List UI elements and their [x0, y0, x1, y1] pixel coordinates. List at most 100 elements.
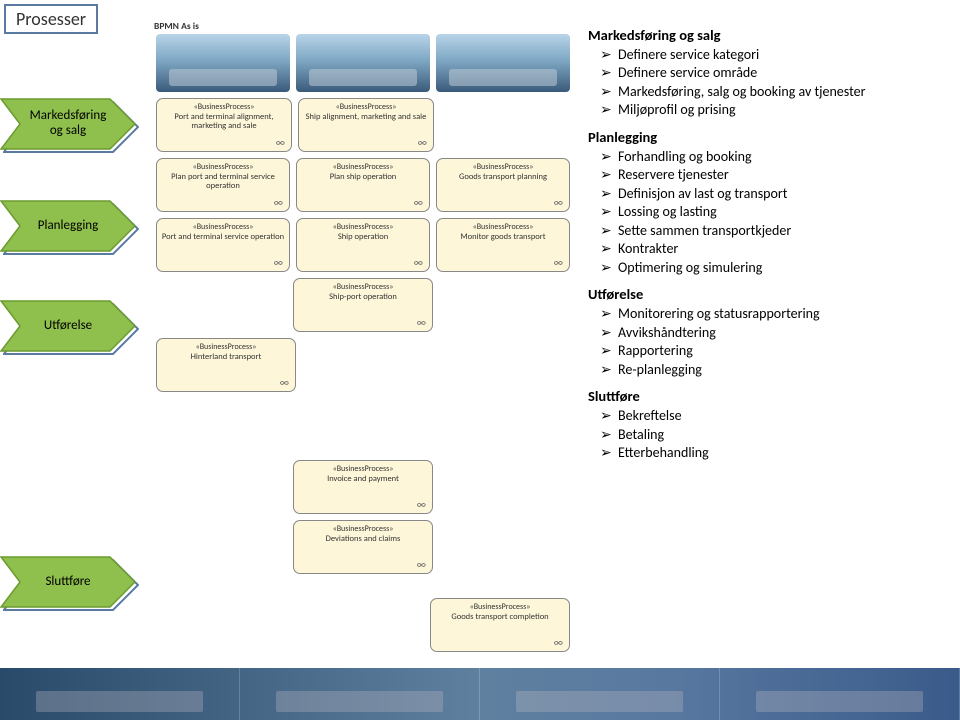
process-name: Ship-port operation [296, 293, 430, 302]
thumbnail-ship [296, 34, 430, 92]
stage-arrow: Markedsføringog salg [0, 98, 136, 152]
process-single-row: «BusinessProcess» Ship-port operation ∞ [150, 278, 576, 332]
bullet-list: Monitorering og statusrapporteringAvviks… [588, 305, 943, 379]
process-box: «BusinessProcess» Invoice and payment ∞ [293, 460, 433, 514]
infinity-icon: ∞ [417, 558, 426, 571]
infinity-icon: ∞ [554, 256, 563, 269]
infinity-icon: ∞ [417, 316, 426, 329]
infinity-icon: ∞ [276, 136, 285, 149]
process-box: «BusinessProcess» Plan port and terminal… [156, 158, 290, 212]
arrow-body: Utførelse [0, 300, 136, 352]
process-name: Plan ship operation [299, 173, 427, 182]
footer-image-strip [0, 668, 960, 720]
stage-arrow: Sluttføre [0, 556, 136, 610]
process-box: «BusinessProcess» Hinterland transport ∞ [156, 338, 296, 392]
section-title: Sluttføre [588, 387, 943, 405]
process-row: «BusinessProcess» Port and terminal alig… [150, 98, 576, 152]
bullet-item: Sette sammen transportkjeder [588, 222, 943, 240]
process-box: «BusinessProcess» Monitor goods transpor… [436, 218, 570, 272]
bullet-item: Bekreftelse [588, 407, 943, 425]
bullet-item: Avvikshåndtering [588, 324, 943, 342]
arrow-body: Sluttføre [0, 556, 136, 608]
arrow-body: Planlegging [0, 200, 136, 252]
stereotype-label: «BusinessProcess» [159, 222, 287, 232]
bullet-item: Kontrakter [588, 240, 943, 258]
process-box: «BusinessProcess» Ship alignment, market… [298, 98, 434, 152]
process-box: «BusinessProcess» Plan ship operation ∞ [296, 158, 430, 212]
stereotype-label: «BusinessProcess» [301, 102, 431, 112]
process-name: Port and terminal alignment, marketing a… [159, 113, 289, 131]
arrow-label: Planlegging [38, 219, 99, 234]
stereotype-label: «BusinessProcess» [299, 162, 427, 172]
process-name: Deviations and claims [296, 535, 430, 544]
bullet-item: Etterbehandling [588, 444, 943, 462]
process-box: «BusinessProcess» Goods transport planni… [436, 158, 570, 212]
section-title: Utførelse [588, 285, 943, 303]
infinity-icon: ∞ [554, 196, 563, 209]
process-name: Invoice and payment [296, 475, 430, 484]
infinity-icon: ∞ [417, 498, 426, 511]
process-row: «BusinessProcess» Plan port and terminal… [150, 158, 576, 212]
process-name: Port and terminal service operation [159, 233, 287, 242]
process-name: Plan port and terminal service operation [159, 173, 287, 191]
process-box: «BusinessProcess» Port and terminal alig… [156, 98, 292, 152]
page-title: Prosesser [16, 8, 86, 30]
section-title: Planlegging [588, 128, 943, 146]
section-title: Markedsføring og salg [588, 26, 943, 44]
bullet-item: Definere service område [588, 64, 943, 82]
stereotype-label: «BusinessProcess» [296, 464, 430, 474]
stereotype-label: «BusinessProcess» [159, 162, 287, 172]
bullet-list: Definere service kategoriDefinere servic… [588, 46, 943, 120]
process-name: Ship operation [299, 233, 427, 242]
arrow-label: Markedsføringog salg [30, 109, 107, 139]
page-title-box: Prosesser [4, 4, 98, 34]
stereotype-label: «BusinessProcess» [296, 524, 430, 534]
empty-cell [440, 98, 570, 152]
bullet-item: Optimering og simulering [588, 259, 943, 277]
process-single-row: «BusinessProcess» Goods transport comple… [150, 598, 576, 652]
bullet-list: BekreftelseBetalingEtterbehandling [588, 407, 943, 462]
process-box: «BusinessProcess» Deviations and claims … [293, 520, 433, 574]
bullet-item: Rapportering [588, 342, 943, 360]
diagram-title: BPMN As is [150, 18, 576, 34]
stage-arrow: Utførelse [0, 300, 136, 354]
arrow-label: Utførelse [44, 319, 92, 334]
stereotype-label: «BusinessProcess» [296, 282, 430, 292]
infinity-icon: ∞ [274, 196, 283, 209]
bullet-item: Monitorering og statusrapportering [588, 305, 943, 323]
process-name: Monitor goods transport [439, 233, 567, 242]
stereotype-label: «BusinessProcess» [299, 222, 427, 232]
stereotype-label: «BusinessProcess» [439, 162, 567, 172]
infinity-icon: ∞ [554, 636, 563, 649]
stereotype-label: «BusinessProcess» [433, 602, 567, 612]
stereotype-label: «BusinessProcess» [439, 222, 567, 232]
bpmn-diagram: BPMN As is «BusinessProcess» Port and te… [150, 18, 576, 652]
bullet-item: Re-planlegging [588, 361, 943, 379]
infinity-icon: ∞ [418, 136, 427, 149]
bullet-item: Forhandling og booking [588, 148, 943, 166]
right-text-column: Markedsføring og salg Definere service ka… [588, 24, 943, 470]
process-single-row: «BusinessProcess» Deviations and claims … [150, 520, 576, 574]
arrow-body: Markedsføringog salg [0, 98, 136, 150]
process-box: «BusinessProcess» Ship operation ∞ [296, 218, 430, 272]
bullet-item: Definisjon av last og transport [588, 185, 943, 203]
process-box: «BusinessProcess» Port and terminal serv… [156, 218, 290, 272]
arrow-label: Sluttføre [45, 575, 90, 590]
infinity-icon: ∞ [280, 376, 289, 389]
infinity-icon: ∞ [274, 256, 283, 269]
bullet-item: Miljøprofil og prising [588, 101, 943, 119]
process-single-row: «BusinessProcess» Invoice and payment ∞ [150, 460, 576, 514]
thumbnail-port [156, 34, 290, 92]
bullet-item: Definere service kategori [588, 46, 943, 64]
stage-arrow: Planlegging [0, 200, 136, 254]
process-name: Goods transport planning [439, 173, 567, 182]
stereotype-label: «BusinessProcess» [159, 102, 289, 112]
thumbnail-row [150, 34, 576, 92]
bullet-item: Lossing og lasting [588, 203, 943, 221]
stereotype-label: «BusinessProcess» [159, 342, 293, 352]
process-name: Ship alignment, marketing and sale [301, 113, 431, 122]
bullet-item: Markedsføring, salg og booking av tjenes… [588, 83, 943, 101]
bullet-list: Forhandling og bookingReservere tjeneste… [588, 148, 943, 277]
process-row: «BusinessProcess» Port and terminal serv… [150, 218, 576, 272]
process-single-row: «BusinessProcess» Hinterland transport ∞ [150, 338, 576, 392]
